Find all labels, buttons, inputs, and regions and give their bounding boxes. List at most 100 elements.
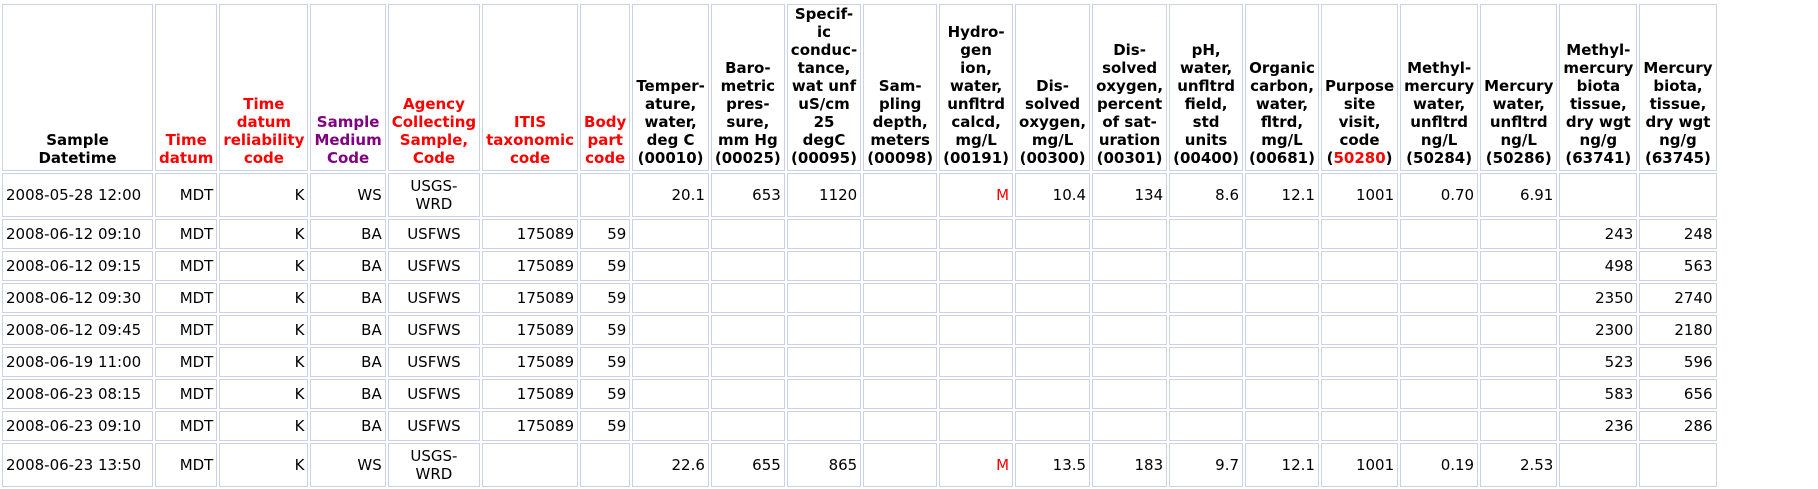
cell-p00300 — [1015, 219, 1091, 249]
cell-agency: USFWS — [387, 347, 481, 377]
cell-p00400 — [1169, 219, 1244, 249]
table-row: 2008-05-28 12:00 MDT K WS USGS- WRD 20.1 653 112… — [2, 173, 1717, 217]
column-header-line: Methyl- — [1407, 59, 1472, 77]
cell-p00400: 8.6 — [1169, 173, 1244, 217]
cell-agency: USFWS — [387, 251, 481, 281]
cell-p00400 — [1169, 379, 1244, 409]
cell-p00300 — [1015, 251, 1091, 281]
column-header-line: Methyl- — [1566, 41, 1631, 59]
table-row: 2008-06-23 13:50 MDT K WS USGS- WRD 22.6 655 865… — [2, 443, 1717, 487]
column-header-line: Datetime — [38, 149, 117, 167]
cell-p50286 — [1480, 411, 1558, 441]
column-header-line: tissue, — [1649, 95, 1707, 113]
cell-p50284 — [1400, 411, 1479, 441]
column-header-line: unfltrd — [947, 95, 1005, 113]
cell-datetime: 2008-06-12 09:15 — [2, 251, 153, 281]
column-header-line: Mercury — [1643, 59, 1713, 77]
cell-datetime: 2008-06-12 09:30 — [2, 283, 153, 313]
cell-p00010 — [632, 251, 709, 281]
cell-time_datum: MDT — [155, 443, 218, 487]
cell-p00681 — [1245, 347, 1319, 377]
column-header-line: (00025) — [714, 149, 781, 167]
column-header-p00301: Dis-solved oxygen, percent of sat-uration (0… — [1092, 4, 1168, 171]
cell-p00400 — [1169, 347, 1244, 377]
cell-p00301 — [1092, 315, 1168, 345]
column-header-line: Dis- — [1036, 77, 1069, 95]
cell-p50284 — [1400, 251, 1479, 281]
cell-datetime: 2008-06-12 09:45 — [2, 315, 153, 345]
cell-agency: USFWS — [387, 379, 481, 409]
cell-time_datum: MDT — [155, 347, 218, 377]
cell-p00191 — [939, 251, 1014, 281]
column-header-line: mm Hg — [717, 131, 778, 149]
cell-p00301 — [1092, 379, 1168, 409]
cell-p50284 — [1400, 283, 1479, 313]
column-header-line: (00300) — [1019, 149, 1086, 167]
column-header-line: site — [1343, 95, 1376, 113]
column-header-p00095: Specif-ic conduc-tance, wat unf uS/cm 25 deg… — [786, 4, 862, 171]
table-row: 2008-06-23 09:10 MDT K BA USFWS 175089 59 236 28… — [2, 411, 1717, 441]
cell-p63741: 583 — [1559, 379, 1638, 409]
column-header-line: datum — [159, 149, 214, 167]
column-header-line: unfltrd — [1177, 77, 1235, 95]
cell-p50280 — [1320, 411, 1399, 441]
cell-reliability: K — [219, 347, 309, 377]
cell-p63745 — [1639, 443, 1717, 487]
cell-p00010 — [632, 347, 709, 377]
cell-time_datum: MDT — [155, 173, 218, 217]
cell-p00191 — [939, 347, 1014, 377]
cell-p50286 — [1480, 315, 1558, 345]
cell-p00300: 10.4 — [1015, 173, 1091, 217]
cell-p63745: 2180 — [1639, 315, 1717, 345]
cell-p50286 — [1480, 379, 1558, 409]
column-header-line: meters — [870, 131, 930, 149]
cell-p63745: 596 — [1639, 347, 1717, 377]
cell-p63741: 236 — [1559, 411, 1638, 441]
cell-time_datum: MDT — [155, 315, 218, 345]
column-header-line: (63741) — [1565, 149, 1632, 167]
parameter-code-link[interactable]: 50280 — [1333, 149, 1386, 167]
water-quality-results-table: Sample Datetime Time datum Time datum reliabil… — [0, 2, 1719, 489]
column-header-line: ature, — [644, 95, 697, 113]
table-row: 2008-06-19 11:00 MDT K BA USFWS 175089 59 523 59… — [2, 347, 1717, 377]
column-header-line: Purpose — [1324, 77, 1395, 95]
cell-time_datum: MDT — [155, 251, 218, 281]
cell-p00098 — [863, 347, 938, 377]
cell-agency: USFWS — [387, 283, 481, 313]
cell-p00400 — [1169, 315, 1244, 345]
cell-p00301 — [1092, 251, 1168, 281]
column-header-line: conduc- — [790, 41, 858, 59]
cell-p00681 — [1245, 219, 1319, 249]
cell-reliability: K — [219, 411, 309, 441]
cell-p00025 — [710, 379, 785, 409]
column-header-agency: Agency Collecting Sample, Code — [387, 4, 481, 171]
cell-p00400 — [1169, 283, 1244, 313]
cell-p00010 — [632, 283, 709, 313]
cell-p50284: 0.19 — [1400, 443, 1479, 487]
column-header-line: Body — [584, 113, 627, 131]
cell-body_part: 59 — [580, 379, 631, 409]
column-header-datetime: Sample Datetime — [2, 4, 153, 171]
table-row: 2008-06-12 09:15 MDT K BA USFWS 175089 59 498 56… — [2, 251, 1717, 281]
column-header-line: unfltrd — [1410, 113, 1469, 131]
column-header-p00010: Temper-ature, water, deg C (00010) — [632, 4, 709, 171]
cell-p50280 — [1320, 379, 1399, 409]
cell-p50280 — [1320, 251, 1399, 281]
cell-body_part: 59 — [580, 411, 631, 441]
column-header-medium: Sample Medium Code — [310, 4, 386, 171]
column-header-line: carbon, — [1250, 77, 1314, 95]
results-table-container: Sample Datetime Time datum Time datum reliabil… — [0, 2, 1719, 489]
cell-p63741: 523 — [1559, 347, 1638, 377]
cell-body_part — [580, 173, 631, 217]
cell-p63745 — [1639, 173, 1717, 217]
cell-agency: USFWS — [387, 219, 481, 249]
column-header-line: mg/L — [1261, 131, 1303, 149]
cell-p00098 — [863, 315, 938, 345]
column-header-line: visit, — [1338, 113, 1381, 131]
cell-datetime: 2008-06-23 09:10 — [2, 411, 153, 441]
cell-medium: BA — [310, 411, 386, 441]
cell-p63741: 2350 — [1559, 283, 1638, 313]
column-header-line: Specif- — [794, 5, 854, 23]
cell-p50284 — [1400, 379, 1479, 409]
column-header-line: taxonomic — [486, 131, 575, 149]
